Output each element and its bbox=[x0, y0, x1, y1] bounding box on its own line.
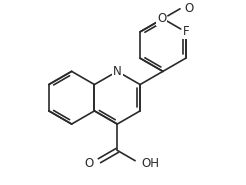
Text: O: O bbox=[184, 2, 193, 15]
Text: N: N bbox=[113, 65, 122, 78]
Text: OH: OH bbox=[141, 157, 159, 170]
Text: F: F bbox=[183, 25, 190, 38]
Text: O: O bbox=[85, 157, 94, 170]
Text: O: O bbox=[157, 12, 166, 25]
